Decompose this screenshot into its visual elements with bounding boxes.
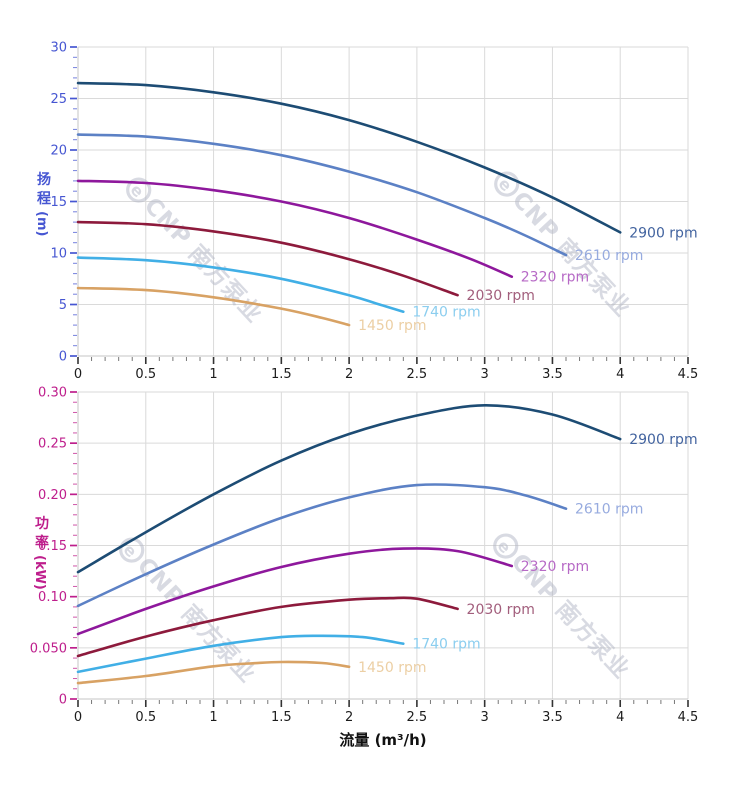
y-tick-label: 20 (50, 144, 67, 159)
x-tick-label: 2.5 (407, 710, 428, 725)
x-tick-label: 0.5 (135, 367, 156, 382)
curve-label-1740-rpm: 1740 rpm (412, 305, 480, 321)
x-tick-label: 0.5 (135, 710, 156, 725)
x-tick-label: 1 (209, 367, 217, 382)
cnp-logo-icon (119, 537, 145, 563)
y-tick-label: 25 (50, 92, 67, 107)
head-y-axis-title: 扬 程 (m) (34, 171, 51, 236)
curve-label-1450-rpm: 1450 rpm (358, 660, 426, 676)
x-tick-label: 1.5 (271, 710, 292, 725)
x-tick-label: 3.5 (542, 367, 563, 382)
curve-label-2320-rpm: 2320 rpm (521, 270, 589, 286)
x-tick-label: 3.5 (542, 710, 563, 725)
head-y-axis-title-char-1: 扬 (37, 171, 51, 188)
x-tick-label: 2.5 (407, 367, 428, 382)
x-tick-label: 1.5 (271, 367, 292, 382)
x-tick-label: 2 (345, 710, 353, 725)
x-tick-label: 4.5 (678, 367, 699, 382)
power-y-axis-title-char-2: 率 (35, 534, 49, 551)
head-y-axis-title-char-2: 程 (37, 191, 51, 207)
curve-2030-rpm (76, 596, 459, 658)
y-tick-label: 5 (59, 298, 67, 313)
cnp-logo-icon (493, 533, 519, 559)
cnp-logo-icon (494, 171, 520, 197)
y-tick-label: 0.25 (38, 437, 67, 452)
curve-label-2900-rpm: 2900 rpm (629, 432, 697, 448)
curve-label-2320-rpm: 2320 rpm (521, 559, 589, 575)
curve-label-1740-rpm: 1740 rpm (412, 637, 480, 653)
y-tick-label: 0.30 (38, 386, 67, 401)
curve-label-2610-rpm: 2610 rpm (575, 248, 643, 264)
y-tick-label: 10 (50, 247, 67, 262)
curve-label-2030-rpm: 2030 rpm (467, 288, 535, 304)
curve-label-1450-rpm: 1450 rpm (358, 318, 426, 334)
grid-layer (78, 46, 689, 699)
curve-2320-rpm (76, 179, 514, 278)
power-y-axis-unit: (kW) (32, 555, 47, 590)
y-tick-label: 15 (50, 195, 67, 210)
head-vs-flow-axes: 0 0.5 1 1.5 2 2.5 3 3.5 4 4.5 0 5 10 15 20 25 30 (50, 41, 698, 383)
power-vs-flow-series: 2900 rpm 2610 rpm 2320 rpm 2030 rpm 1740 rpm… (76, 403, 698, 685)
y-tick-label: 0.10 (38, 590, 67, 605)
y-tick-label: 0 (59, 693, 67, 708)
x-tick-label: 2 (345, 367, 353, 382)
head-vs-flow-grid (78, 46, 689, 356)
curve-label-2900-rpm: 2900 rpm (629, 225, 697, 241)
power-vs-flow-axes: 0 0.5 1 1.5 2 2.5 3 3.5 4 4.5 0 0.050 0.10 0.15 0.20 0.… (30, 386, 699, 726)
x-tick-label: 4.5 (678, 710, 699, 725)
x-axis-title: 流量 (m³/h) (339, 731, 426, 749)
x-tick-label: 1 (209, 710, 217, 725)
curve-2900-rpm (76, 403, 622, 574)
curve-1740-rpm (76, 634, 405, 674)
y-tick-label: 0.050 (30, 641, 67, 656)
curve-2610-rpm (76, 133, 568, 257)
y-tick-label: 0.20 (38, 488, 67, 503)
curve-2030-rpm (76, 220, 459, 297)
x-tick-label: 0 (74, 710, 82, 725)
x-tick-label: 3 (481, 710, 489, 725)
x-tick-label: 0 (74, 367, 82, 382)
x-tick-label: 4 (616, 367, 624, 382)
x-tick-label: 4 (616, 710, 624, 725)
curve-label-2030-rpm: 2030 rpm (467, 602, 535, 618)
curve-2900-rpm (76, 81, 622, 234)
power-y-axis-title-char-1: 功 (35, 516, 49, 532)
y-tick-label: 0.15 (38, 539, 67, 554)
curve-1740-rpm (76, 256, 405, 313)
head-y-axis-unit: (m) (34, 211, 49, 236)
y-tick-label: 30 (50, 41, 67, 56)
y-tick-label: 0 (59, 350, 67, 365)
curve-label-2610-rpm: 2610 rpm (575, 502, 643, 518)
curve-1450-rpm (76, 286, 351, 327)
power-y-axis-title: 功 率 (kW) (32, 516, 49, 590)
x-tick-label: 3 (481, 367, 489, 382)
curve-1450-rpm (76, 660, 351, 685)
curve-2320-rpm (76, 547, 514, 636)
curve-2610-rpm (76, 483, 568, 608)
